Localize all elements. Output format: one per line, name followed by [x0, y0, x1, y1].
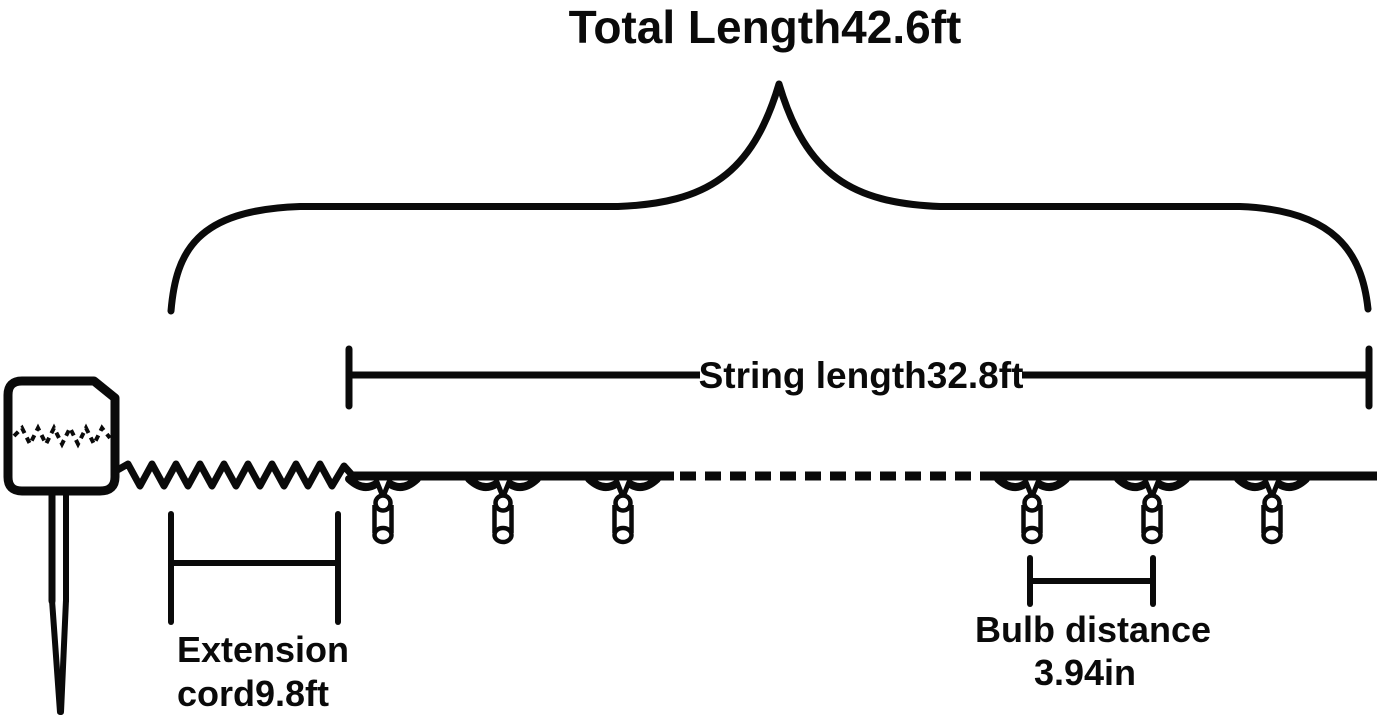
light-bulb [589, 479, 657, 542]
panel-body [3, 376, 120, 496]
bulb-distance-label-line1: Bulb distance [975, 609, 1211, 650]
extension-cord-label-line2: cord9.8ft [177, 673, 329, 714]
string-length-dimension: String length32.8ft [345, 345, 1373, 410]
light-bulb [469, 479, 537, 542]
extension-cord-dimension: Extension cord9.8ft [168, 511, 349, 714]
solar-panel-icon [3, 376, 120, 715]
bulb-distance-label-line2: 3.94in [1034, 652, 1136, 693]
stake-spike-left [49, 597, 63, 715]
bulb-distance-dimension: Bulb distance 3.94in [975, 555, 1211, 693]
panel-stitch-pattern [12, 423, 112, 449]
extension-cord-label-line1: Extension [177, 629, 349, 670]
light-bulb [998, 479, 1066, 542]
stake-spike-right [58, 597, 69, 715]
light-bulb [349, 479, 417, 542]
string-length-label: String length32.8ft [699, 355, 1024, 396]
page-title: Total Length42.6ft [569, 1, 962, 53]
light-bulb [1238, 479, 1306, 542]
extension-cord-zigzag [110, 460, 356, 490]
light-bulb [1118, 479, 1186, 542]
total-length-brace [167, 80, 1372, 315]
